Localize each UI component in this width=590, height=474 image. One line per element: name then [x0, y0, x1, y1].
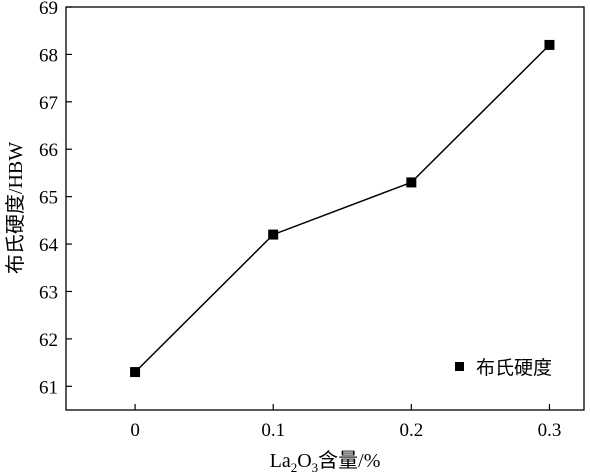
- y-axis-title: 布氏硬度/HBW: [4, 142, 27, 274]
- legend-marker: [455, 362, 464, 371]
- x-axis-title: La2O3含量/%: [270, 449, 381, 474]
- x-axis-title-sub1: 2: [291, 460, 298, 474]
- y-tick-label: 64: [39, 235, 59, 256]
- data-point: [130, 367, 141, 378]
- x-tick-label: 0: [130, 420, 140, 441]
- x-tick-label: 0.3: [538, 420, 562, 441]
- y-tick-label: 68: [39, 45, 58, 66]
- x-axis-ticks: 0 0.1 0.2 0.3: [130, 404, 561, 441]
- y-tick-label: 63: [39, 282, 58, 303]
- data-point: [268, 229, 279, 240]
- y-tick-label: 66: [39, 140, 58, 161]
- y-tick-label: 67: [39, 93, 58, 114]
- y-tick-label: 65: [39, 188, 58, 209]
- y-tick-label: 62: [39, 330, 58, 351]
- series-markers: [130, 39, 555, 378]
- data-point: [406, 177, 417, 188]
- x-axis-title-mid: O: [297, 450, 311, 472]
- x-axis-title-sub2: 3: [312, 460, 319, 474]
- y-axis-ticks: 61 62 63 64 65 66 67 68 69: [39, 0, 72, 398]
- legend-label: 布氏硬度: [476, 357, 552, 379]
- y-tick-label: 61: [39, 377, 58, 398]
- plot-frame: [65, 6, 585, 411]
- x-tick-label: 0.1: [261, 420, 285, 441]
- legend: 布氏硬度: [455, 357, 552, 379]
- x-axis-title-prefix: La: [270, 450, 291, 472]
- x-tick-label: 0.2: [399, 420, 423, 441]
- x-axis-title-suffix: 含量/%: [318, 449, 380, 472]
- series-line-hardness: [134, 44, 551, 373]
- data-point: [544, 39, 555, 50]
- y-tick-label: 69: [39, 0, 58, 19]
